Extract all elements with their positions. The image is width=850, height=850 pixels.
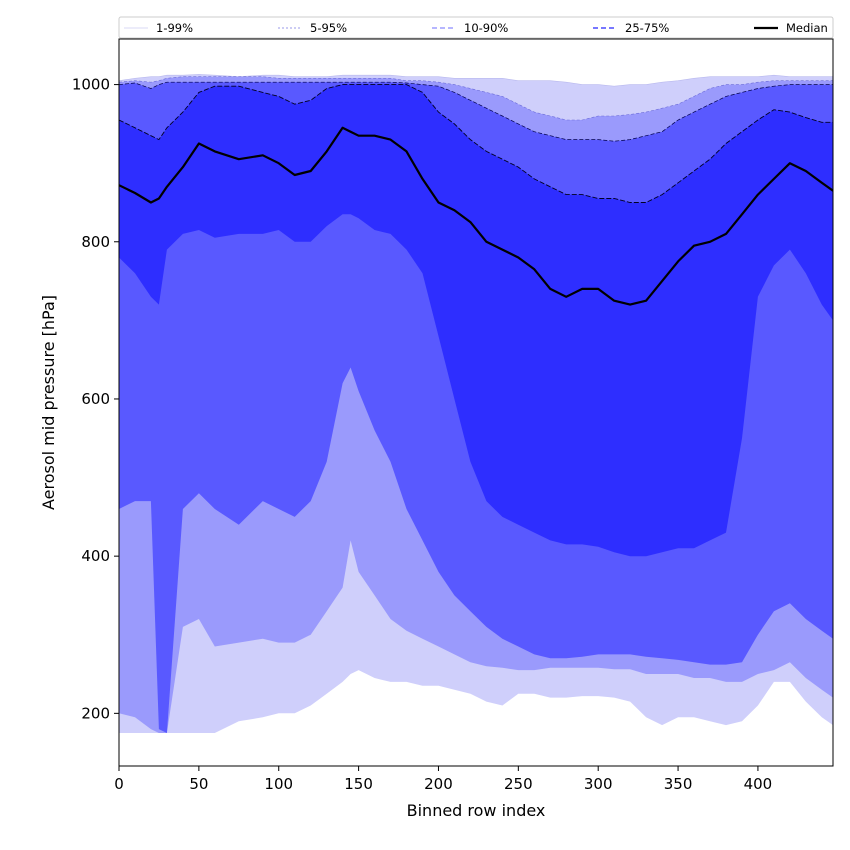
legend-label: 10-90%: [464, 21, 508, 35]
legend-label: Median: [786, 21, 828, 35]
y-axis: 200 400 600 800 1000: [72, 76, 119, 722]
x-tick-label: 0: [114, 775, 124, 793]
y-tick-label: 600: [81, 390, 110, 408]
band-edge-10-90pct: [119, 81, 833, 142]
x-axis-label: Binned row index: [407, 801, 546, 820]
x-tick-label: 100: [264, 775, 293, 793]
y-tick-label: 400: [81, 547, 110, 565]
band-25-75pct: [119, 84, 833, 557]
band-layer: [119, 74, 833, 733]
median-line: [119, 126, 833, 306]
legend-label: 5-95%: [310, 21, 347, 35]
x-tick-label: 200: [424, 775, 453, 793]
y-tick-label: 1000: [72, 76, 110, 94]
median-layer: [119, 126, 833, 306]
x-tick-label: 300: [584, 775, 613, 793]
legend-label: 1-99%: [156, 21, 193, 35]
legend: 1-99% 5-95% 10-90% 25-75% Median: [118, 16, 834, 39]
band-edge-5-95pct: [119, 76, 833, 121]
x-tick-label: 50: [189, 775, 208, 793]
y-tick-label: 800: [81, 233, 110, 251]
band-edge-1-99pct: [119, 74, 833, 87]
x-tick-label: 250: [504, 775, 533, 793]
plot-frame: [118, 38, 834, 767]
x-tick-label: 150: [344, 775, 373, 793]
y-tick-label: 200: [81, 704, 110, 722]
legend-box: [118, 16, 834, 39]
x-tick-label: 350: [664, 775, 693, 793]
y-axis-label: Aerosol mid pressure [hPa]: [39, 295, 58, 510]
x-axis: 0 50 100 150 200 250 300 350 400: [114, 766, 772, 793]
legend-label: 25-75%: [625, 21, 669, 35]
band-edge-25-75pct: [119, 84, 833, 203]
x-tick-label: 400: [744, 775, 773, 793]
